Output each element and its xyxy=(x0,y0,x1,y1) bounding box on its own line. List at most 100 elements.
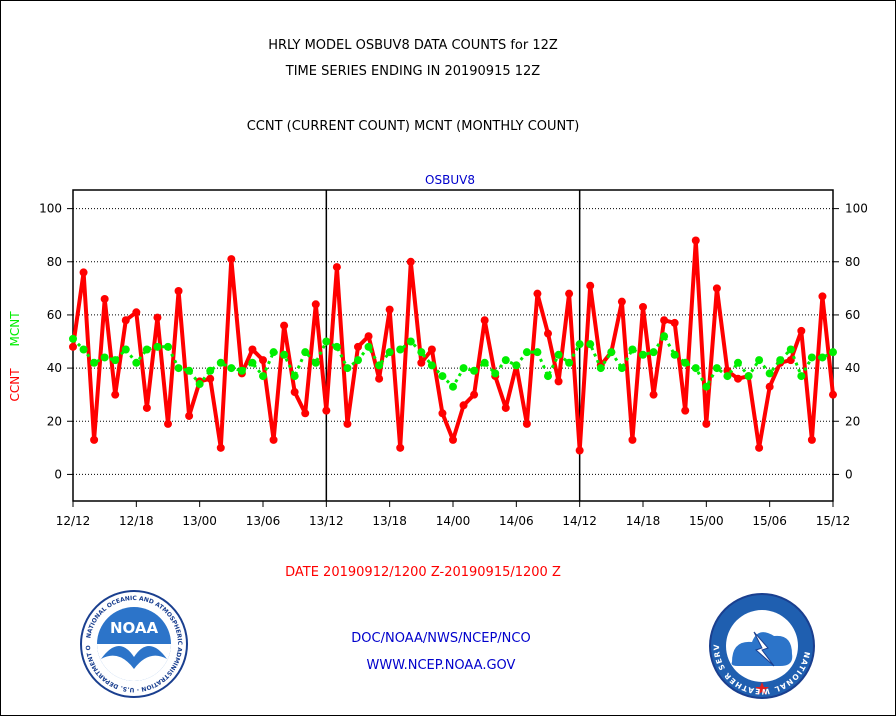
ccnt-point xyxy=(290,388,299,397)
ccnt-point xyxy=(375,374,384,383)
mcnt-point xyxy=(755,356,764,365)
ccnt-point xyxy=(132,308,141,317)
ccnt-point xyxy=(522,419,531,428)
ccnt-point xyxy=(174,287,183,296)
ccnt-point xyxy=(142,403,151,412)
mcnt-point xyxy=(480,358,489,367)
ccnt-point xyxy=(227,255,236,264)
mcnt-point xyxy=(142,345,151,354)
ccnt-point xyxy=(449,435,457,444)
website-link[interactable]: WWW.NCEP.NOAA.GOV xyxy=(366,658,516,673)
chart-legend-description: CCNT (CURRENT COUNT) MCNT (MONTHLY COUNT… xyxy=(246,119,580,134)
ccnt-point xyxy=(480,316,489,325)
mcnt-point xyxy=(596,364,605,373)
ccnt-point xyxy=(807,435,816,444)
x-tick-label: 13/12 xyxy=(309,514,344,528)
mcnt-point xyxy=(417,348,426,357)
y-tick-label-left: 0 xyxy=(54,467,62,481)
x-tick-label: 15/12 xyxy=(816,514,851,528)
ccnt-point xyxy=(797,326,806,335)
mcnt-point xyxy=(512,361,521,370)
mcnt-point xyxy=(248,358,257,367)
x-tick-label: 13/06 xyxy=(246,514,281,528)
mcnt-point xyxy=(501,356,510,365)
nws-logo: NATIONAL WEATHER SERVICE xyxy=(708,592,815,699)
ccnt-point xyxy=(69,342,77,351)
org-label: DOC/NOAA/NWS/NCEP/NCO xyxy=(351,631,531,646)
mcnt-point xyxy=(797,372,806,381)
y-tick-label-left: 100 xyxy=(39,202,62,216)
mcnt-point xyxy=(575,340,584,349)
y-tick-label-right: 20 xyxy=(845,414,860,428)
mcnt-point xyxy=(206,366,215,375)
ccnt-point xyxy=(332,263,341,272)
ccnt-point xyxy=(406,257,415,266)
mcnt-point xyxy=(702,382,711,391)
mcnt-point xyxy=(79,345,88,354)
y-tick-label-left: 40 xyxy=(47,361,62,375)
ccnt-point xyxy=(660,316,669,325)
ccnt-point xyxy=(829,390,837,399)
ccnt-point xyxy=(280,321,289,330)
ccnt-point xyxy=(354,342,362,351)
mcnt-point xyxy=(807,353,816,362)
mcnt-point xyxy=(164,342,172,351)
mcnt-point xyxy=(216,358,225,367)
mcnt-point xyxy=(69,334,77,343)
y-tick-label-right: 0 xyxy=(845,467,853,481)
date-range-label: DATE 20190912/1200 Z-20190915/1200 Z xyxy=(285,565,561,580)
x-tick-label: 14/18 xyxy=(626,514,661,528)
mcnt-point xyxy=(670,350,679,359)
mcnt-point xyxy=(691,364,700,373)
ccnt-point xyxy=(818,292,827,301)
mcnt-point xyxy=(153,342,162,351)
ccnt-point xyxy=(438,409,447,418)
mcnt-point xyxy=(111,356,120,365)
ccnt-point xyxy=(470,390,479,399)
mcnt-point xyxy=(617,364,626,373)
mcnt-point xyxy=(744,372,753,381)
ccnt-point xyxy=(565,289,574,298)
mcnt-point xyxy=(396,345,405,354)
y-axis-label-ccnt: CCNT xyxy=(8,368,22,402)
ccnt-point xyxy=(617,297,626,306)
ccnt-point xyxy=(396,443,405,452)
ccnt-point xyxy=(639,302,647,311)
ccnt-series xyxy=(69,236,837,455)
mcnt-point xyxy=(765,369,774,378)
ccnt-point xyxy=(670,318,679,327)
ccnt-point xyxy=(164,419,172,428)
ccnt-point xyxy=(216,443,225,452)
mcnt-point xyxy=(227,364,236,373)
ccnt-point xyxy=(681,406,690,415)
ccnt-point xyxy=(111,390,120,399)
mcnt-point xyxy=(280,350,289,359)
x-tick-label: 14/12 xyxy=(562,514,597,528)
ccnt-point xyxy=(385,305,394,314)
mcnt-point xyxy=(121,345,130,354)
ccnt-point xyxy=(121,316,130,325)
mcnt-point xyxy=(100,353,109,362)
ccnt-point xyxy=(734,374,742,383)
mcnt-point xyxy=(660,332,669,341)
mcnt-point xyxy=(533,348,542,357)
ccnt-point xyxy=(501,403,510,412)
plot-frame xyxy=(72,189,834,502)
ccnt-point xyxy=(79,268,88,277)
mcnt-point xyxy=(554,350,563,359)
mcnt-point xyxy=(90,358,99,367)
x-tick-label: 13/00 xyxy=(182,514,217,528)
ccnt-point xyxy=(755,443,764,452)
ccnt-point xyxy=(533,289,542,298)
mcnt-point xyxy=(681,358,690,367)
x-tick-label: 12/12 xyxy=(56,514,91,528)
mcnt-point xyxy=(237,366,246,375)
ccnt-point xyxy=(301,409,310,418)
noaa-logo: NOAA NATIONAL OCEANIC AND ATMOSPHERIC AD… xyxy=(79,589,188,698)
mcnt-point xyxy=(491,369,500,378)
ccnt-point xyxy=(691,236,700,245)
ccnt-point xyxy=(248,345,257,354)
ccnt-point xyxy=(259,356,267,365)
y-axis-label-mcnt: MCNT xyxy=(8,311,22,347)
grid-layer xyxy=(73,190,833,501)
